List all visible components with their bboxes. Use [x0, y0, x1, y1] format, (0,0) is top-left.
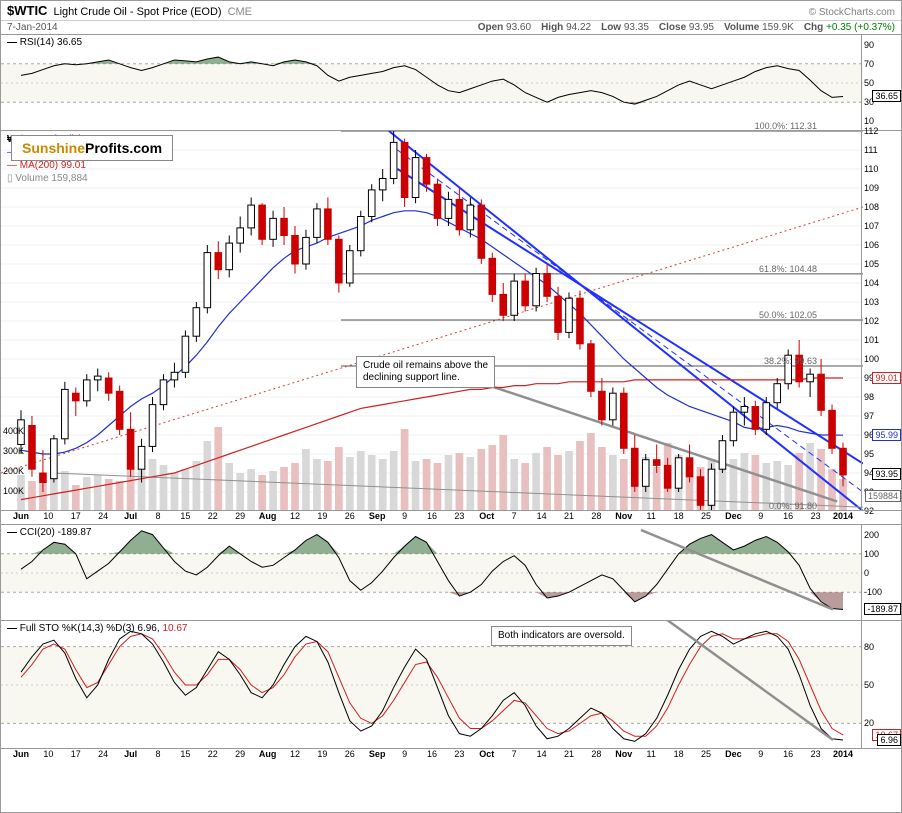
stochastic-panel: — Full STO %K(14,3) %D(3) 6.96, 10.67 80…	[1, 620, 901, 748]
rsi-label: — RSI(14) 36.65	[7, 37, 82, 48]
stock-chart: $WTIC Light Crude Oil - Spot Price (EOD)…	[0, 0, 902, 813]
symbol-desc: Light Crude Oil - Spot Price (EOD)	[53, 6, 221, 18]
sto-label: — Full STO %K(14,3) %D(3) 6.96, 10.67	[7, 623, 187, 634]
symbol: $WTIC	[7, 3, 47, 18]
chart-subheader: 7-Jan-2014 Open 93.60 High 94.22 Low 93.…	[1, 21, 901, 34]
x-axis: Jun101724Jul8152229Aug121926Sep91623Oct7…	[1, 510, 901, 524]
price-panel: ₩ $WTIC (Daily) 93.95 — MA(50) 95.99 — M…	[1, 130, 901, 510]
rsi-panel: — RSI(14) 36.65 9070503010 SunshineProfi…	[1, 34, 901, 130]
chart-date: 7-Jan-2014	[7, 22, 58, 33]
cci-label: — CCI(20) -189.87	[7, 527, 92, 538]
x-axis-bottom: Jun101724Jul8152229Aug121926Sep91623Oct7…	[1, 748, 901, 762]
chart-header: $WTIC Light Crude Oil - Spot Price (EOD)…	[1, 1, 901, 21]
annotation-support: Crude oil remains above the declining su…	[356, 356, 495, 388]
annotation-oversold: Both indicators are oversold.	[491, 626, 632, 646]
watermark: SunshineProfits.com	[11, 135, 173, 161]
exchange: CME	[228, 6, 252, 18]
attribution: © StockCharts.com	[809, 7, 895, 18]
ohlc-row: Open 93.60 High 94.22 Low 93.35 Close 93…	[478, 22, 895, 33]
cci-panel: — CCI(20) -189.87 2001000-100 -189.87	[1, 524, 901, 620]
